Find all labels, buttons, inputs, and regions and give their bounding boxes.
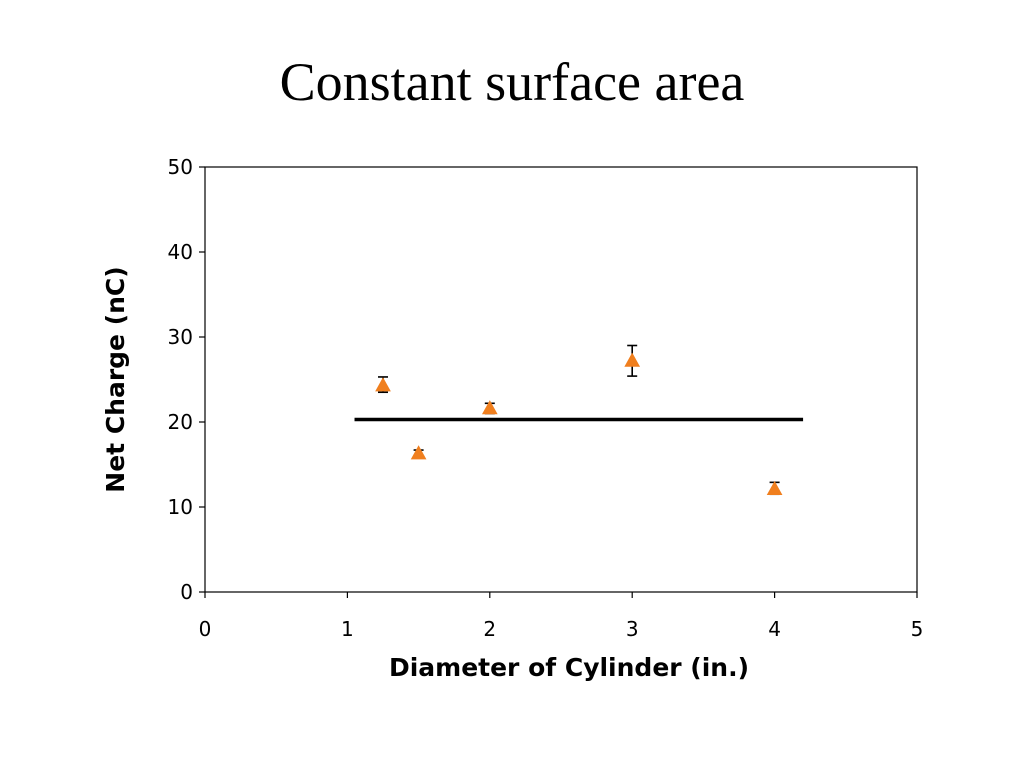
data-point	[375, 377, 391, 392]
y-axis-label: Net Charge (nC)	[101, 266, 130, 492]
x-tick-label: 4	[768, 617, 781, 641]
y-tick-label: 10	[168, 495, 193, 519]
y-axis: 0 10 20 30 40 50	[168, 155, 205, 604]
data-point	[410, 445, 427, 460]
x-tick-label: 0	[199, 617, 212, 641]
x-axis-label: Diameter of Cylinder (in.)	[389, 653, 749, 682]
y-tick-label: 40	[168, 240, 193, 264]
data-point	[481, 400, 498, 415]
slide-title: Constant surface area	[279, 52, 745, 112]
y-tick-label: 20	[168, 410, 193, 434]
x-tick-label: 1	[341, 617, 354, 641]
y-tick-label: 30	[168, 325, 193, 349]
x-tick-label: 5	[911, 617, 924, 641]
data-point	[766, 480, 783, 496]
data-point	[624, 352, 641, 367]
plot-area	[204, 166, 918, 593]
plot-frame	[204, 166, 918, 593]
x-axis: 0 1 2 3 4 5	[199, 592, 924, 641]
data-points	[375, 352, 783, 496]
y-tick-label: 0	[180, 580, 193, 604]
y-tick-label: 50	[168, 155, 193, 179]
x-tick-label: 2	[483, 617, 496, 641]
x-tick-label: 3	[626, 617, 639, 641]
